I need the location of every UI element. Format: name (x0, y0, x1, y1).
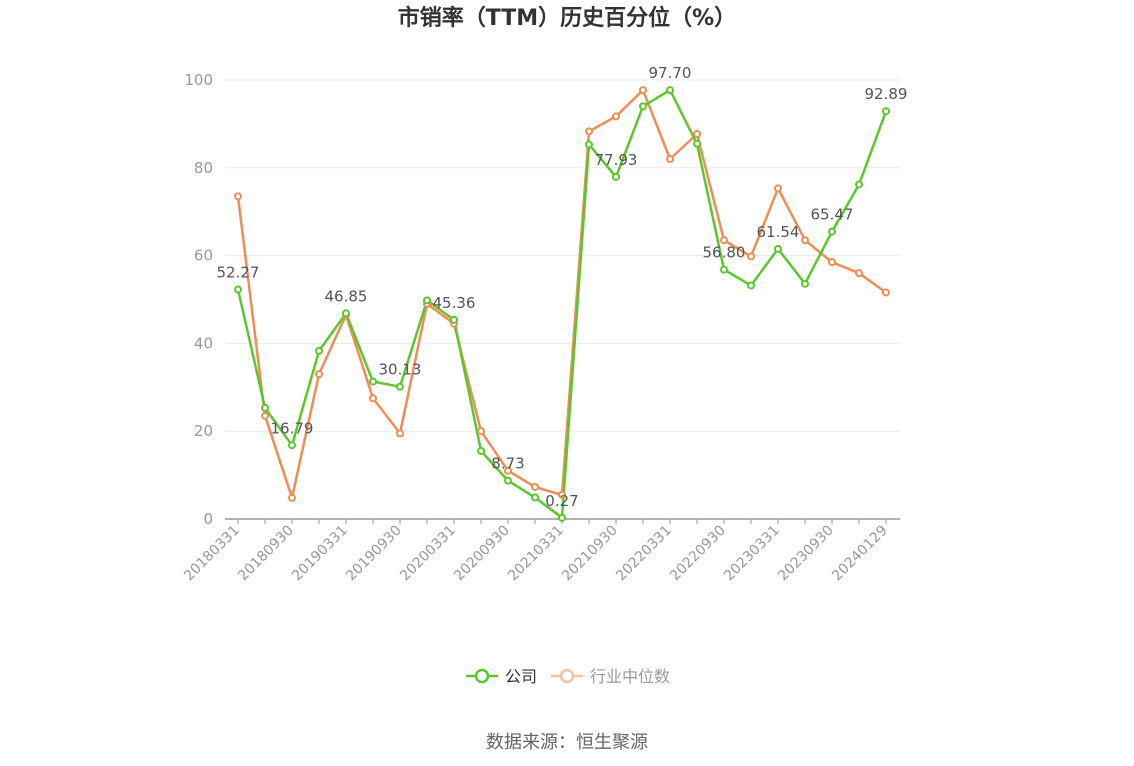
y-tick-label: 0 (203, 510, 213, 528)
x-tick-label: 20240129 (829, 523, 891, 585)
data-point (801, 236, 809, 245)
data-point (315, 346, 323, 355)
data-point (639, 102, 647, 111)
y-tick-label: 40 (194, 334, 213, 352)
data-label: 56.80 (703, 244, 746, 262)
data-point (882, 107, 890, 116)
legend-item[interactable]: 公司 (466, 667, 537, 686)
x-tick-label: 20220331 (613, 523, 675, 585)
data-point (477, 427, 485, 436)
data-point (234, 285, 242, 294)
y-tick-label: 100 (184, 71, 213, 89)
data-point (720, 265, 728, 274)
data-label: 16.79 (271, 419, 314, 437)
legend-marker (474, 668, 490, 684)
data-point (828, 227, 836, 236)
data-point (504, 476, 512, 485)
data-point (234, 192, 242, 201)
data-label: 61.54 (757, 223, 800, 241)
x-tick-label: 20200930 (451, 523, 513, 585)
data-point (423, 296, 431, 305)
legend-item[interactable]: 行业中位数 (551, 667, 670, 686)
data-point (369, 394, 377, 403)
x-tick-label: 20230331 (721, 523, 783, 585)
x-axis: 2018033120180930201903312019093020200331… (181, 518, 900, 585)
legend-label: 行业中位数 (590, 667, 670, 686)
data-point (288, 441, 296, 450)
grid (225, 79, 900, 432)
y-tick-label: 60 (194, 247, 213, 265)
x-tick-label: 20180930 (235, 523, 297, 585)
data-label: 97.70 (649, 64, 692, 82)
data-point (369, 377, 377, 386)
legend-label: 公司 (505, 667, 537, 686)
data-point (558, 513, 566, 522)
data-point (828, 258, 836, 267)
data-point (666, 155, 674, 164)
data-point (531, 482, 539, 491)
data-point (342, 309, 350, 318)
series-points (234, 86, 890, 522)
legend-marker (559, 668, 575, 684)
x-tick-label: 20180331 (181, 523, 243, 585)
data-label: 52.27 (217, 264, 260, 282)
x-tick-label: 20200331 (397, 523, 459, 585)
data-point (585, 140, 593, 149)
data-point (477, 446, 485, 455)
data-label: 45.36 (433, 294, 476, 312)
data-point (288, 493, 296, 502)
data-point (747, 252, 755, 261)
x-tick-label: 20210331 (505, 523, 567, 585)
y-tick-label: 20 (194, 422, 213, 440)
x-tick-label: 20210930 (559, 523, 621, 585)
data-label: 8.73 (491, 455, 524, 473)
chart-title: 市销率（TTM）历史百分位（%） (398, 5, 736, 31)
data-point (774, 184, 782, 193)
x-tick-label: 20190930 (343, 523, 405, 585)
source-note: 数据来源：恒生聚源 (486, 732, 648, 753)
data-label: 65.47 (811, 206, 854, 224)
data-label: 46.85 (325, 287, 368, 305)
legend: 公司 行业中位数 (466, 667, 670, 686)
y-axis: 0 20 40 60 80 100 (184, 71, 213, 528)
data-labels: 52.27 16.79 46.85 30.13 45.36 8.73 0.27 77.93 97… (217, 64, 908, 510)
data-point (855, 269, 863, 278)
data-point (450, 315, 458, 324)
data-point (261, 411, 269, 420)
data-point (612, 112, 620, 121)
data-point (585, 127, 593, 136)
data-point (720, 236, 728, 245)
data-point (612, 172, 620, 181)
data-point (315, 370, 323, 379)
data-point (531, 493, 539, 502)
x-tick-label: 20230930 (775, 523, 837, 585)
data-label: 30.13 (379, 361, 422, 379)
data-point (855, 180, 863, 189)
data-point (396, 382, 404, 391)
data-point (639, 86, 647, 95)
data-point (666, 86, 674, 95)
data-point (558, 490, 566, 499)
data-point (693, 129, 701, 138)
data-point (504, 466, 512, 475)
data-point (774, 244, 782, 253)
x-tick-label: 20190331 (289, 523, 351, 585)
data-label: 77.93 (595, 151, 638, 169)
data-label: 92.89 (865, 85, 908, 103)
data-point (747, 281, 755, 290)
data-point (882, 288, 890, 297)
y-tick-label: 80 (194, 159, 213, 177)
data-point (396, 429, 404, 438)
data-point (801, 279, 809, 288)
data-label: 0.27 (545, 492, 578, 510)
data-point (261, 403, 269, 412)
x-tick-label: 20220930 (667, 523, 729, 585)
data-point (693, 139, 701, 148)
